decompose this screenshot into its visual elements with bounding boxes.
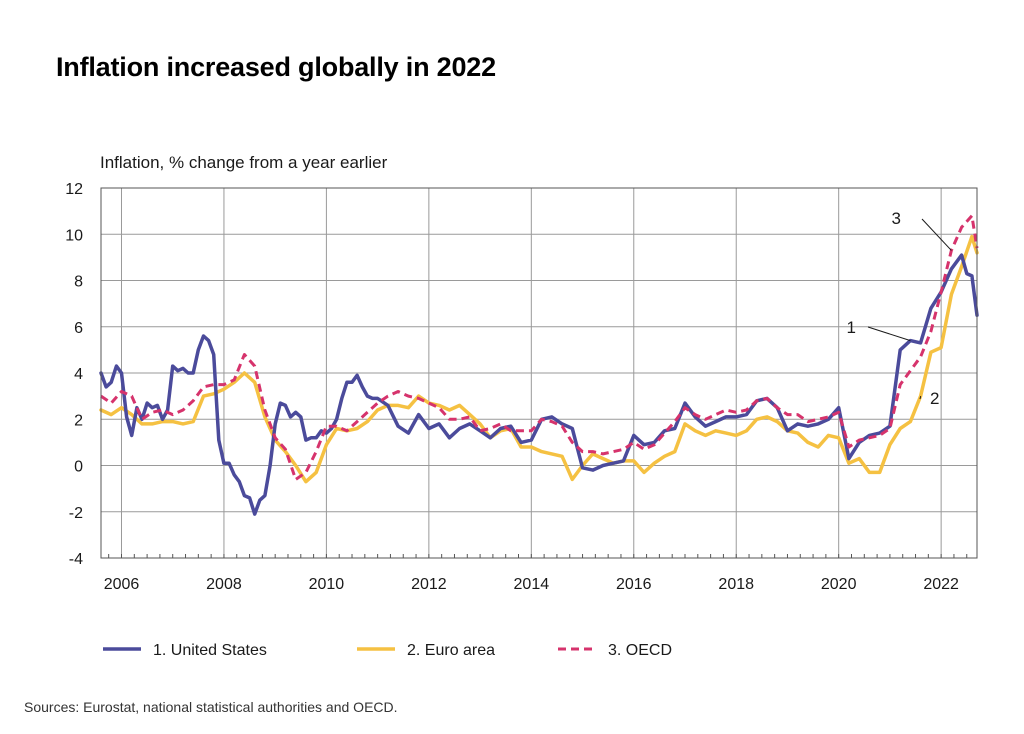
annotation-label-3: 3 bbox=[892, 209, 901, 228]
y-tick-label: 4 bbox=[74, 366, 83, 383]
y-tick-label: 2 bbox=[74, 412, 83, 429]
y-axis-label: Inflation, % change from a year earlier bbox=[100, 153, 388, 172]
x-tick-label: 2020 bbox=[821, 576, 857, 593]
x-tick-label: 2006 bbox=[104, 576, 140, 593]
x-tick-label: 2012 bbox=[411, 576, 447, 593]
x-tick-label: 2022 bbox=[923, 576, 959, 593]
x-tick-label: 2014 bbox=[514, 576, 550, 593]
series-lines bbox=[99, 214, 979, 516]
x-tick-label: 2010 bbox=[309, 576, 345, 593]
annotation-leader-2 bbox=[919, 396, 922, 400]
legend-label-3: 3. OECD bbox=[608, 642, 672, 659]
annotation-label-1: 1 bbox=[847, 318, 856, 337]
annotation-label-2: 2 bbox=[930, 389, 939, 408]
annotation-leader-3 bbox=[921, 218, 952, 251]
y-tick-label: -2 bbox=[69, 505, 83, 522]
series-line-1 bbox=[99, 253, 979, 516]
chart-title: Inflation increased globally in 2022 bbox=[56, 52, 496, 82]
legend-label-1: 1. United States bbox=[153, 642, 267, 659]
x-tick-label: 2008 bbox=[206, 576, 242, 593]
y-tick-label: 0 bbox=[74, 459, 83, 476]
legend-label-2: 2. Euro area bbox=[407, 642, 495, 659]
grid bbox=[101, 187, 977, 559]
annotation-leader-1 bbox=[867, 326, 911, 342]
y-tick-label: 6 bbox=[74, 320, 83, 337]
y-tick-label: 8 bbox=[74, 274, 83, 291]
series-line-3 bbox=[100, 214, 979, 481]
y-tick-label: 10 bbox=[65, 227, 83, 244]
legend: 1. United States 2. Euro area 3. OECD bbox=[103, 642, 672, 659]
y-tick-label: -4 bbox=[69, 551, 83, 568]
x-tick-label: 2018 bbox=[718, 576, 754, 593]
series-line-2 bbox=[99, 234, 979, 484]
annotations: 1 2 3 bbox=[847, 209, 952, 408]
x-tick-label: 2016 bbox=[616, 576, 652, 593]
plot-frame bbox=[100, 187, 978, 559]
y-tick-label: 12 bbox=[65, 181, 83, 198]
source-note: Sources: Eurostat, national statistical … bbox=[24, 699, 398, 715]
